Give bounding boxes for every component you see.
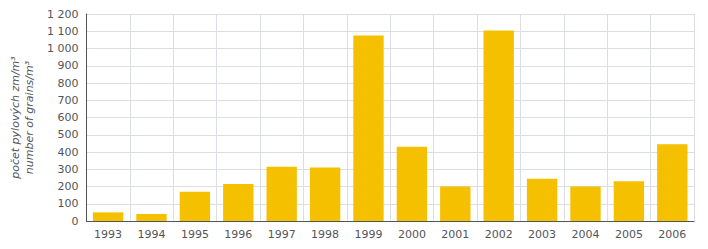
svg-text:1995: 1995 <box>181 228 209 241</box>
svg-text:200: 200 <box>57 180 78 193</box>
svg-text:100: 100 <box>57 197 78 210</box>
svg-text:500: 500 <box>57 128 78 141</box>
svg-text:1998: 1998 <box>311 228 339 241</box>
svg-text:1997: 1997 <box>268 228 296 241</box>
svg-text:300: 300 <box>57 163 78 176</box>
svg-text:number of grains/m³: number of grains/m³ <box>23 60 36 174</box>
svg-text:900: 900 <box>57 59 78 72</box>
svg-text:2005: 2005 <box>615 228 643 241</box>
svg-text:1 100: 1 100 <box>47 25 79 38</box>
svg-text:800: 800 <box>57 77 78 90</box>
svg-text:2004: 2004 <box>571 228 599 241</box>
svg-text:2001: 2001 <box>441 228 469 241</box>
svg-text:1 200: 1 200 <box>47 8 79 21</box>
svg-text:700: 700 <box>57 94 78 107</box>
svg-text:400: 400 <box>57 146 78 159</box>
svg-text:1996: 1996 <box>224 228 252 241</box>
svg-text:počet pylových zm/m³: počet pylových zm/m³ <box>9 56 22 180</box>
svg-text:2000: 2000 <box>398 228 426 241</box>
svg-text:1994: 1994 <box>137 228 165 241</box>
svg-text:600: 600 <box>57 111 78 124</box>
svg-text:2006: 2006 <box>658 228 686 241</box>
svg-text:1999: 1999 <box>354 228 382 241</box>
svg-text:2002: 2002 <box>485 228 513 241</box>
svg-text:2003: 2003 <box>528 228 556 241</box>
svg-text:1 000: 1 000 <box>47 42 79 55</box>
svg-text:1993: 1993 <box>94 228 122 241</box>
svg-text:0: 0 <box>71 215 78 228</box>
